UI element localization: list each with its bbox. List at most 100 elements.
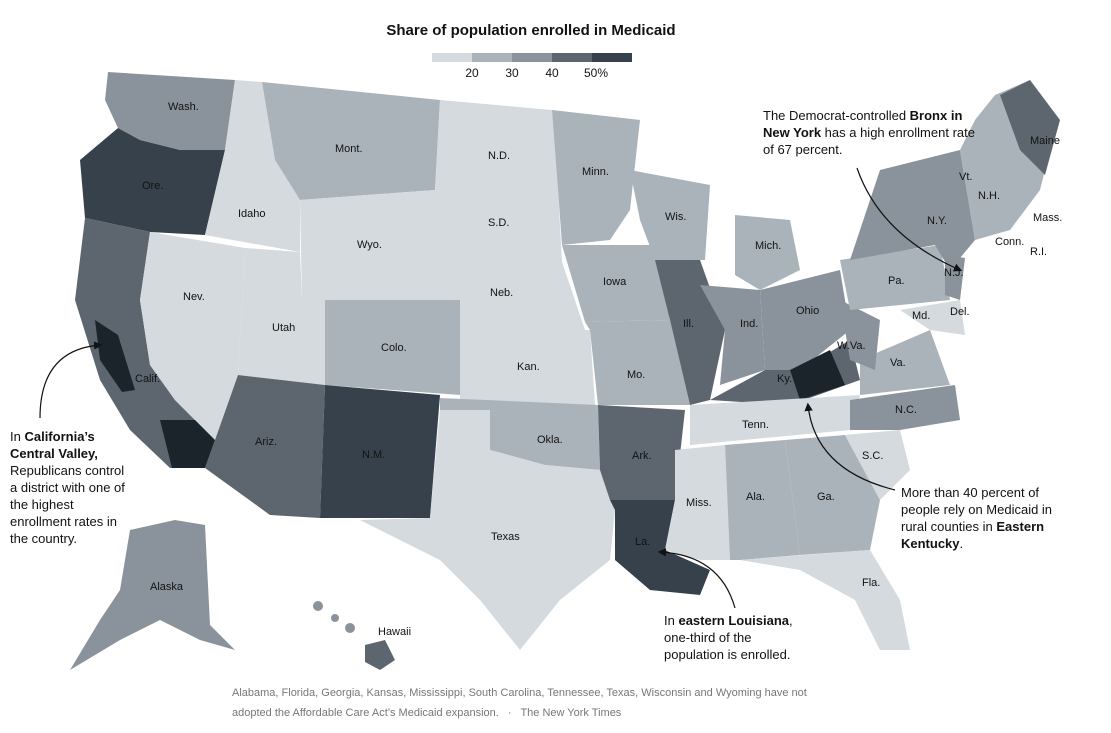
state-shapes bbox=[70, 72, 1060, 670]
state-label: N.D. bbox=[488, 150, 510, 162]
region-central-valley bbox=[95, 320, 135, 392]
region-north-dakota bbox=[435, 100, 558, 190]
arrow-bronx bbox=[856, 167, 963, 272]
state-label: Tenn. bbox=[742, 419, 769, 431]
state-label: Kan. bbox=[517, 361, 540, 373]
region-georgia bbox=[785, 435, 880, 555]
state-label: N.J. bbox=[944, 267, 964, 279]
state-label: N.C. bbox=[895, 404, 917, 416]
annotation-text: In bbox=[10, 429, 25, 444]
state-label: Ore. bbox=[142, 180, 163, 192]
state-label: Texas bbox=[491, 531, 520, 543]
state-label: Nev. bbox=[183, 291, 205, 303]
region-california-north bbox=[75, 218, 215, 468]
region-ohio bbox=[760, 270, 850, 370]
state-label: Md. bbox=[912, 310, 930, 322]
state-label: R.I. bbox=[1030, 246, 1047, 258]
region-nebraska bbox=[432, 262, 585, 330]
state-label: Ill. bbox=[683, 318, 694, 330]
annotation-bold: Eastern Kentucky bbox=[901, 519, 1045, 551]
region-oregon bbox=[80, 128, 225, 235]
region-alabama bbox=[725, 440, 800, 560]
annotation-louisiana: In eastern Louisiana, one-third of the p… bbox=[664, 612, 814, 663]
legend-tick: 30 bbox=[505, 66, 519, 80]
state-label: Pa. bbox=[888, 275, 905, 287]
state-label: Ky. bbox=[777, 373, 792, 385]
state-label: Vt. bbox=[959, 171, 972, 183]
region-south-california bbox=[160, 420, 215, 468]
region-wyoming bbox=[300, 190, 435, 300]
state-label: N.H. bbox=[978, 190, 1000, 202]
annotation-text: More than 40 percent of people rely on M… bbox=[901, 485, 1053, 534]
state-label: Ind. bbox=[740, 318, 758, 330]
region-utah bbox=[238, 248, 325, 385]
state-label: Utah bbox=[272, 322, 295, 334]
region-louisiana bbox=[610, 500, 710, 595]
region-indiana bbox=[700, 285, 765, 385]
legend-tick: 40 bbox=[545, 66, 559, 80]
state-label: Calif. bbox=[135, 373, 160, 385]
footer-source: The New York Times bbox=[520, 707, 622, 719]
state-label: N.Y. bbox=[927, 215, 947, 227]
region-kansas bbox=[460, 330, 595, 405]
annotation-text: . bbox=[959, 536, 964, 551]
state-label: Maine bbox=[1030, 135, 1060, 147]
legend-tick: 20 bbox=[465, 66, 479, 80]
footer-text: Alabama, Florida, Georgia, Kansas, Missi… bbox=[232, 687, 807, 719]
region-minnesota bbox=[552, 110, 640, 245]
region-texas bbox=[360, 410, 615, 650]
region-nevada bbox=[140, 232, 245, 440]
arrow-kentucky bbox=[804, 402, 896, 491]
annotation-text: has a high enrollment rate of 67 percent… bbox=[763, 125, 975, 157]
state-label: Va. bbox=[890, 357, 906, 369]
footer-note: Alabama, Florida, Georgia, Kansas, Missi… bbox=[232, 683, 832, 723]
region-alaska bbox=[70, 520, 235, 670]
region-mississippi bbox=[665, 445, 730, 560]
legend-tick: 50% bbox=[583, 66, 609, 80]
legend-swatch bbox=[552, 53, 592, 62]
footer-separator: · bbox=[507, 707, 512, 719]
state-label: Ga. bbox=[817, 491, 835, 503]
annotation-arrows bbox=[39, 167, 963, 609]
state-label: Ohio bbox=[796, 305, 819, 317]
state-label: Idaho bbox=[238, 208, 266, 220]
region-oklahoma bbox=[440, 398, 600, 470]
region-idaho bbox=[205, 80, 300, 252]
annotation-text: The Democrat-controlled bbox=[763, 108, 910, 123]
annotation-text: In bbox=[664, 613, 679, 628]
annotation-california: In California’s Central Valley, Republic… bbox=[10, 428, 135, 547]
region-pennsylvania bbox=[840, 245, 950, 310]
map-title: Share of population enrolled in Medicaid bbox=[386, 22, 676, 39]
legend-swatch bbox=[512, 53, 552, 62]
annotation-text: , one-third of the population is enrolle… bbox=[664, 613, 793, 662]
state-label: Mont. bbox=[335, 143, 363, 155]
region-hawaii-island bbox=[331, 614, 339, 622]
state-label: Mo. bbox=[627, 369, 645, 381]
region-iowa bbox=[562, 245, 670, 322]
state-label: Ariz. bbox=[255, 436, 277, 448]
annotation-bold: California’s Central Valley, bbox=[10, 429, 98, 461]
region-maryland-delaware bbox=[900, 300, 965, 335]
state-label: Iowa bbox=[603, 276, 627, 288]
state-label: Miss. bbox=[686, 497, 712, 509]
region-south-carolina bbox=[845, 430, 910, 500]
state-label: Colo. bbox=[381, 342, 407, 354]
region-new-mexico bbox=[320, 385, 440, 518]
annotation-bold: Bronx in New York bbox=[763, 108, 963, 140]
region-virginia bbox=[860, 330, 950, 395]
region-hawaii-island bbox=[313, 601, 323, 611]
state-label: Wash. bbox=[168, 101, 199, 113]
annotation-text: Republicans control a district with one … bbox=[10, 463, 125, 546]
state-label: N.M. bbox=[362, 449, 385, 461]
region-west-virginia bbox=[840, 300, 880, 370]
state-label: S.C. bbox=[862, 450, 883, 462]
region-washington bbox=[105, 72, 235, 150]
state-label: Neb. bbox=[490, 287, 513, 299]
region-maine bbox=[1000, 80, 1060, 175]
state-label: Mich. bbox=[755, 240, 781, 252]
annotation-bronx: The Democrat-controlled Bronx in New Yor… bbox=[763, 107, 983, 158]
state-label: Hawaii bbox=[378, 626, 411, 638]
region-arizona bbox=[205, 375, 325, 518]
state-label: S.D. bbox=[488, 217, 509, 229]
